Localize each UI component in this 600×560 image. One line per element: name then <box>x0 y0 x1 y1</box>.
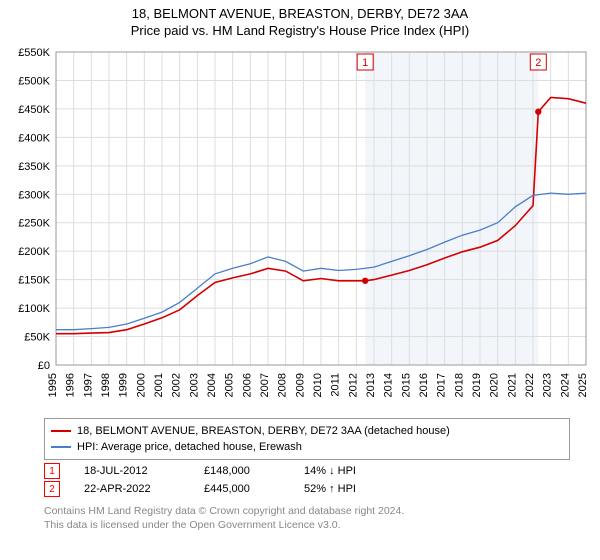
legend: 18, BELMONT AVENUE, BREASTON, DERBY, DE7… <box>44 418 570 460</box>
svg-text:£150K: £150K <box>18 275 50 287</box>
sale-diff: 52% ↑ HPI <box>304 483 394 495</box>
sale-price: £445,000 <box>204 483 284 495</box>
svg-text:1998: 1998 <box>100 373 112 397</box>
sale-marker-2: 2 <box>44 481 60 497</box>
svg-text:1996: 1996 <box>65 373 77 397</box>
svg-text:1997: 1997 <box>82 373 94 397</box>
sales-table: 1 18-JUL-2012 £148,000 14% ↓ HPI 2 22-AP… <box>44 462 414 498</box>
legend-row: HPI: Average price, detached house, Erew… <box>51 439 563 455</box>
svg-text:2019: 2019 <box>471 373 483 397</box>
svg-text:2: 2 <box>535 57 541 69</box>
svg-text:2007: 2007 <box>259 373 271 397</box>
svg-text:2020: 2020 <box>489 373 501 397</box>
svg-text:2004: 2004 <box>206 373 218 397</box>
svg-text:2023: 2023 <box>542 373 554 397</box>
svg-text:2017: 2017 <box>436 373 448 397</box>
svg-text:2013: 2013 <box>365 373 377 397</box>
sales-row: 1 18-JUL-2012 £148,000 14% ↓ HPI <box>44 462 414 480</box>
legend-label: 18, BELMONT AVENUE, BREASTON, DERBY, DE7… <box>77 425 450 437</box>
svg-text:£550K: £550K <box>18 48 50 59</box>
svg-text:2000: 2000 <box>135 373 147 397</box>
svg-text:£0: £0 <box>38 360 50 372</box>
svg-text:2021: 2021 <box>506 373 518 397</box>
footnote-line: Contains HM Land Registry data © Crown c… <box>44 504 404 518</box>
sales-row: 2 22-APR-2022 £445,000 52% ↑ HPI <box>44 480 414 498</box>
svg-text:£100K: £100K <box>18 303 50 315</box>
down-arrow-icon: ↓ <box>329 465 335 477</box>
sale-diff: 14% ↓ HPI <box>304 465 394 477</box>
svg-text:2009: 2009 <box>294 373 306 397</box>
sale-price: £148,000 <box>204 465 284 477</box>
svg-text:£50K: £50K <box>24 332 50 344</box>
svg-text:2014: 2014 <box>383 373 395 397</box>
svg-text:1: 1 <box>362 57 368 69</box>
svg-text:2018: 2018 <box>453 373 465 397</box>
svg-text:2012: 2012 <box>347 373 359 397</box>
legend-label: HPI: Average price, detached house, Erew… <box>77 441 302 453</box>
svg-text:£300K: £300K <box>18 189 50 201</box>
svg-text:£400K: £400K <box>18 132 50 144</box>
svg-text:2015: 2015 <box>400 373 412 397</box>
svg-text:£450K: £450K <box>18 104 50 116</box>
svg-text:1999: 1999 <box>118 373 130 397</box>
svg-text:2011: 2011 <box>330 373 342 397</box>
svg-text:2022: 2022 <box>524 373 536 397</box>
legend-row: 18, BELMONT AVENUE, BREASTON, DERBY, DE7… <box>51 423 563 439</box>
up-arrow-icon: ↑ <box>329 483 335 495</box>
footnote-line: This data is licensed under the Open Gov… <box>44 518 404 532</box>
svg-text:£350K: £350K <box>18 161 50 173</box>
chart-title: 18, BELMONT AVENUE, BREASTON, DERBY, DE7… <box>0 6 600 21</box>
footnote: Contains HM Land Registry data © Crown c… <box>44 504 404 532</box>
svg-text:2010: 2010 <box>312 373 324 397</box>
legend-swatch-subject <box>51 430 71 432</box>
sale-marker-1: 1 <box>44 463 60 479</box>
svg-text:2006: 2006 <box>241 373 253 397</box>
svg-text:2025: 2025 <box>577 373 589 397</box>
svg-text:2003: 2003 <box>188 373 200 397</box>
svg-text:2008: 2008 <box>277 373 289 397</box>
svg-text:1995: 1995 <box>47 373 59 397</box>
chart-area: £0 £50K £100K £150K £200K £250K £300K £350K £400… <box>0 48 600 408</box>
sale-date: 22-APR-2022 <box>84 483 184 495</box>
sale-date: 18-JUL-2012 <box>84 465 184 477</box>
chart-subtitle: Price paid vs. HM Land Registry's House … <box>0 23 600 38</box>
svg-text:2002: 2002 <box>171 373 183 397</box>
svg-text:£500K: £500K <box>18 75 50 87</box>
svg-text:2001: 2001 <box>153 373 165 397</box>
svg-text:£200K: £200K <box>18 246 50 258</box>
svg-text:2016: 2016 <box>418 373 430 397</box>
svg-text:£250K: £250K <box>18 218 50 230</box>
legend-swatch-hpi <box>51 446 71 448</box>
svg-text:2005: 2005 <box>224 373 236 397</box>
svg-text:2024: 2024 <box>559 373 571 397</box>
